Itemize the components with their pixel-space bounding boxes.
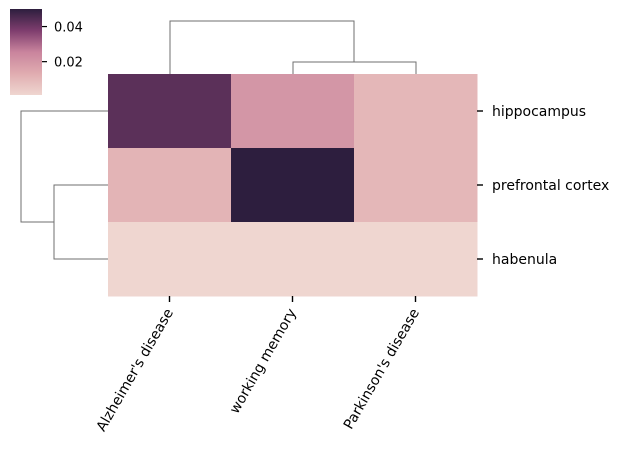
heatmap-cell	[354, 148, 478, 223]
heatmap-cell	[354, 74, 478, 149]
row-tick-label: hippocampus	[492, 104, 586, 120]
heatmap-cell	[231, 222, 355, 297]
row-tick-label: prefrontal cortex	[492, 178, 609, 194]
column-tick-label: Alzheimer's disease	[94, 306, 177, 434]
colorbar-tick-label: 0.02	[54, 56, 83, 71]
heatmap-cell	[231, 74, 355, 149]
heatmap-cell	[108, 222, 232, 297]
row-dendrogram	[20, 110, 108, 260]
column-dendrogram-inner-link	[292, 61, 417, 74]
colorbar: 0.02 0.04	[10, 9, 83, 95]
colorbar-gradient	[10, 9, 42, 95]
column-tick-label: Parkinson's disease	[341, 306, 423, 432]
column-tick-label: working memory	[227, 306, 300, 417]
heatmap-cell	[108, 148, 232, 223]
heatmap-cells	[108, 74, 478, 297]
column-labels: Alzheimer's disease working memory Parkins…	[94, 296, 423, 434]
column-dendrogram-outer-link	[169, 20, 355, 74]
colorbar-tick-label: 0.04	[54, 21, 83, 36]
row-dendrogram-outer-link	[20, 110, 108, 223]
column-dendrogram	[169, 20, 417, 74]
row-tick-label: habenula	[492, 252, 557, 268]
heatmap-cell	[108, 74, 232, 149]
heatmap-cell	[231, 148, 355, 223]
row-labels: hippocampus prefrontal cortex habenula	[477, 104, 609, 268]
heatmap-cell	[354, 222, 478, 297]
row-dendrogram-inner-link	[53, 184, 108, 260]
